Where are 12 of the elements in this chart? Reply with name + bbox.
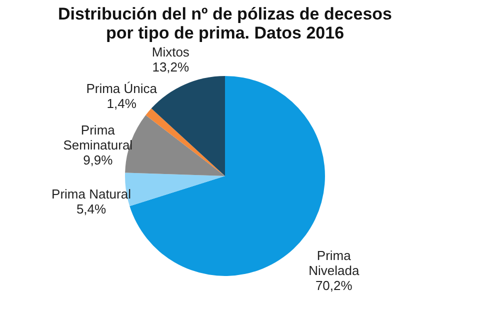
- slice-label: Mixtos: [152, 44, 190, 60]
- data-label: 13,2%: [152, 59, 190, 74]
- pie-slice: [146, 108, 225, 176]
- data-label: 70,2%: [315, 278, 353, 293]
- slice-label: Prima Natural: [52, 186, 132, 202]
- slice-label: Prima Seminatural: [63, 122, 133, 153]
- slice-label: Prima Nivelada: [308, 248, 360, 278]
- data-label: 9,9%: [83, 152, 114, 168]
- chart-title: Distribución del nº de pólizas de decesos por tipo de prima. Datos 2016: [58, 4, 392, 42]
- data-label: 5,4%: [76, 201, 107, 216]
- slice-label: Prima Única: [86, 81, 158, 96]
- data-label: 1,4%: [106, 96, 137, 112]
